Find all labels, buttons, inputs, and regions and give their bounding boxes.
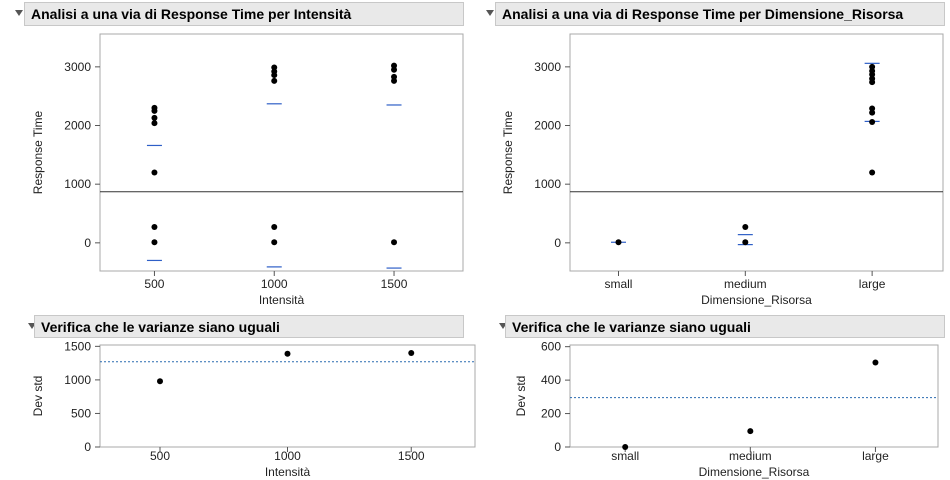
- x-tick-label: large: [862, 449, 889, 463]
- data-point: [284, 350, 291, 357]
- chart-oneway_intensita: 0 1000 2000 3000 500 1000 1500 Intensità Respons…: [31, 33, 464, 307]
- y-tick-label: 1000: [534, 177, 561, 191]
- panel-title-oneway-intensita[interactable]: Analisi a una via di Response Time per I…: [24, 2, 464, 26]
- disclosure-triangle-icon[interactable]: [499, 323, 507, 329]
- x-tick-label: 1500: [398, 449, 425, 463]
- x-axis-title: Dimensione_Risorsa: [699, 465, 810, 479]
- y-axis-title: Dev std: [514, 376, 528, 417]
- data-point: [869, 71, 876, 78]
- data-point: [869, 169, 876, 176]
- data-point: [391, 77, 398, 84]
- y-tick-label: 1000: [64, 177, 91, 191]
- x-tick-label: small: [604, 277, 632, 291]
- disclosure-triangle-icon[interactable]: [15, 10, 23, 16]
- x-tick-label: 1000: [261, 277, 288, 291]
- data-point: [271, 239, 278, 246]
- x-tick-label: medium: [724, 277, 767, 291]
- data-point: [391, 66, 398, 73]
- x-axis-title: Intensità: [265, 465, 311, 479]
- data-point: [151, 224, 158, 231]
- panel-title-varianze-intensita[interactable]: Verifica che le varianze siano uguali: [34, 315, 464, 338]
- x-tick-label: 1500: [381, 277, 408, 291]
- y-tick-label: 1000: [64, 373, 91, 387]
- y-tick-label: 3000: [534, 60, 561, 74]
- y-axis-title: Response Time: [501, 110, 515, 194]
- y-tick-label: 500: [71, 406, 91, 420]
- x-tick-label: 1000: [274, 449, 301, 463]
- data-point: [271, 224, 278, 231]
- data-point: [869, 105, 876, 112]
- chart-var_intensita: 0 500 1000 1500 500 1000 1500 Intensità Dev std: [31, 339, 476, 479]
- data-point: [157, 378, 163, 385]
- data-point: [869, 109, 876, 116]
- data-point: [408, 350, 415, 357]
- y-tick-label: 0: [84, 440, 91, 454]
- chart-var_dimensione: 0 200 400 600 small medium large Dimensione_Ris…: [514, 340, 939, 479]
- x-tick-label: large: [859, 277, 886, 291]
- plot-frame: [99, 344, 476, 448]
- y-tick-label: 0: [84, 236, 91, 250]
- y-tick-label: 0: [554, 236, 561, 250]
- y-axis-title: Dev std: [31, 376, 45, 417]
- x-tick-label: small: [611, 449, 639, 463]
- x-tick-label: medium: [729, 449, 772, 463]
- y-tick-label: 0: [554, 440, 561, 454]
- data-point: [151, 120, 158, 127]
- data-point: [869, 79, 876, 86]
- panel-title-oneway-dimensione[interactable]: Analisi a una via di Response Time per D…: [495, 2, 945, 26]
- data-point: [271, 64, 278, 71]
- plot-frame: [569, 33, 944, 272]
- data-point: [151, 239, 158, 246]
- data-point: [391, 62, 398, 69]
- data-point: [271, 77, 278, 84]
- x-tick-label: 500: [144, 277, 164, 291]
- y-tick-label: 2000: [64, 119, 91, 133]
- data-point: [742, 239, 749, 246]
- y-tick-label: 600: [541, 340, 561, 354]
- data-point: [151, 114, 158, 121]
- data-point: [869, 118, 876, 125]
- data-point: [151, 169, 158, 176]
- x-tick-label: 500: [150, 449, 170, 463]
- data-point: [151, 107, 158, 114]
- data-point: [747, 428, 754, 435]
- x-axis-title: Intensità: [259, 293, 305, 307]
- y-tick-label: 400: [541, 373, 561, 387]
- data-point: [622, 444, 629, 450]
- x-axis-title: Dimensione_Risorsa: [701, 293, 812, 307]
- panel-title-varianze-dimensione[interactable]: Verifica che le varianze siano uguali: [505, 315, 945, 338]
- data-point: [872, 359, 879, 366]
- data-point: [391, 239, 398, 246]
- data-point: [271, 72, 278, 79]
- data-point: [869, 63, 876, 70]
- data-point: [615, 239, 622, 246]
- disclosure-triangle-icon[interactable]: [28, 323, 36, 329]
- y-tick-label: 3000: [64, 60, 91, 74]
- plot-frame: [569, 344, 939, 448]
- y-axis-title: Response Time: [31, 110, 45, 194]
- y-tick-label: 1500: [64, 339, 91, 353]
- y-tick-label: 2000: [534, 119, 561, 133]
- data-point: [742, 224, 749, 231]
- chart-oneway_dimensione: 0 1000 2000 3000 small medium large Dimensione_…: [501, 33, 944, 307]
- plot-frame: [99, 33, 464, 272]
- disclosure-triangle-icon[interactable]: [486, 10, 494, 16]
- y-tick-label: 200: [541, 407, 561, 421]
- data-point: [391, 73, 398, 80]
